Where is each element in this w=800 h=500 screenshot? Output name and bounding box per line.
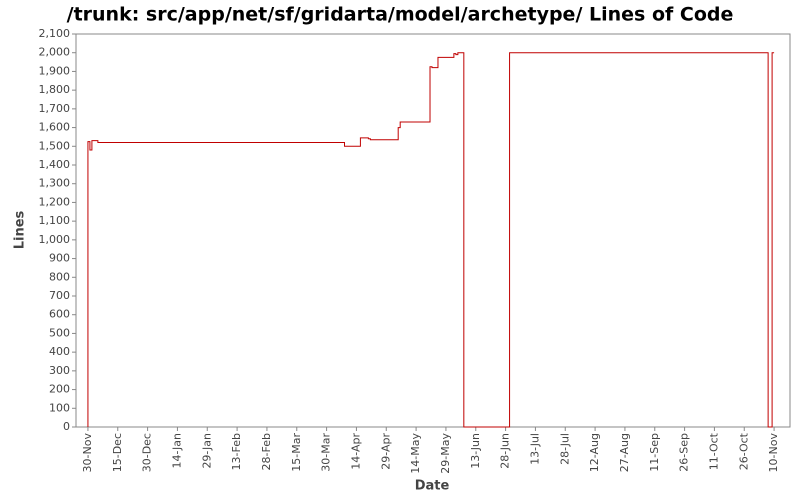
y-tick-label: 400 <box>49 345 70 358</box>
x-tick-label: 29-Jan <box>200 433 213 469</box>
y-tick-label: 800 <box>49 270 70 283</box>
plot-area <box>75 33 791 428</box>
x-tick-label: 30-Mar <box>320 433 333 472</box>
x-tick-label: 28-Jun <box>499 433 512 469</box>
y-tick-label: 1,100 <box>39 214 71 227</box>
x-tick-label: 11-Oct <box>707 432 720 470</box>
chart-title: /trunk: src/app/net/sf/gridarta/model/ar… <box>67 4 734 26</box>
x-tick-label: 14-May <box>409 433 422 474</box>
y-tick-label: 1,600 <box>39 121 71 134</box>
x-tick-label: 30-Nov <box>81 433 94 473</box>
x-axis-label: Date <box>415 479 450 494</box>
line-series <box>87 52 775 428</box>
y-tick-label: 2,000 <box>39 46 71 59</box>
x-tick-label: 11-Sep <box>648 433 661 472</box>
x-tick-label: 10-Nov <box>767 433 780 473</box>
y-tick-label: 600 <box>49 308 70 321</box>
x-tick-label: 29-May <box>439 433 452 474</box>
x-tick-label: 15-Mar <box>290 433 303 472</box>
x-tick-label: 12-Aug <box>588 433 601 472</box>
x-tick-label: 28-Feb <box>260 433 273 470</box>
y-tick-label: 700 <box>49 289 70 302</box>
y-tick-label: 1,800 <box>39 83 71 96</box>
y-tick-label: 1,400 <box>39 158 71 171</box>
x-tick-label: 26-Oct <box>737 432 750 470</box>
y-tick-label: 2,100 <box>39 27 71 40</box>
y-tick-label: 0 <box>63 420 70 433</box>
y-tick-label: 1,000 <box>39 233 71 246</box>
y-tick-label: 1,300 <box>39 177 71 190</box>
y-tick-label: 900 <box>49 252 70 265</box>
x-tick-label: 13-Jul <box>528 433 541 465</box>
y-tick-label: 500 <box>49 326 70 339</box>
y-tick-label: 300 <box>49 364 70 377</box>
y-tick-label: 100 <box>49 401 70 414</box>
y-tick-label: 1,700 <box>39 102 71 115</box>
x-tick-label: 27-Aug <box>618 433 631 472</box>
y-axis-label: Lines <box>13 210 28 249</box>
x-tick-label: 26-Sep <box>678 433 691 472</box>
y-tick-label: 1,500 <box>39 139 71 152</box>
x-tick-label: 29-Apr <box>379 433 392 470</box>
y-tick-label: 1,900 <box>39 64 71 77</box>
x-tick-label: 13-Feb <box>230 433 243 470</box>
y-tick-label: 1,200 <box>39 195 71 208</box>
x-tick-label: 15-Dec <box>111 433 124 472</box>
x-tick-label: 28-Jul <box>558 433 571 465</box>
x-tick-label: 14-Apr <box>349 433 362 470</box>
x-tick-label: 14-Jan <box>170 433 183 469</box>
x-tick-label: 30-Dec <box>141 433 154 472</box>
x-tick-label: 13-Jun <box>469 433 482 469</box>
y-tick-label: 200 <box>49 383 70 396</box>
